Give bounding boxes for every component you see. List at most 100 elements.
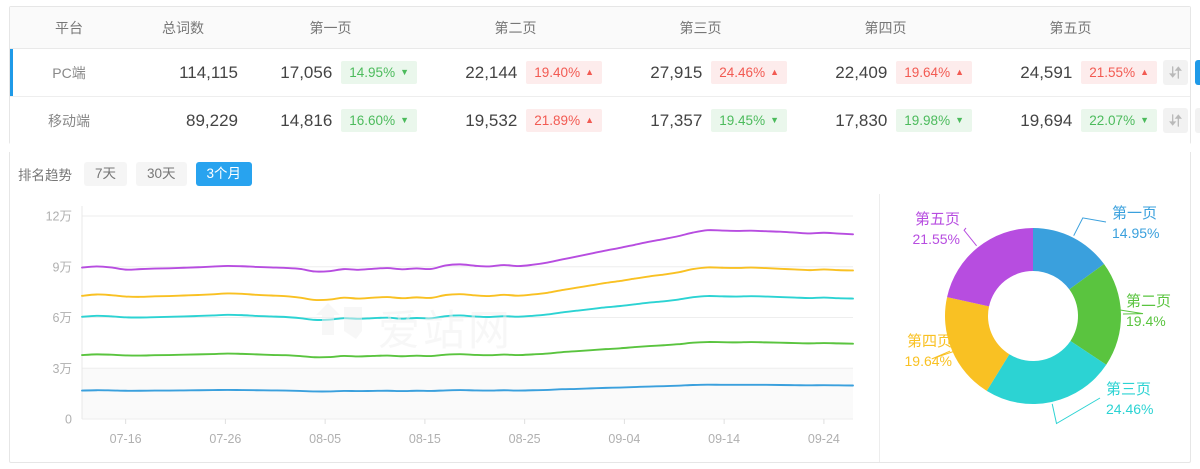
page-1-change-badge: 14.95% ▼ — [341, 61, 417, 84]
column-header-page-3: 第三页 — [679, 19, 722, 36]
column-header-page-2: 第二页 — [494, 19, 537, 36]
cell-page-4: 22,409 19.64% ▲ — [793, 61, 978, 84]
line-chart-svg: 0 3万 6万 9万 12万 07-16 07-26 08-05 08-15 08-25 09-04… — [46, 206, 854, 446]
cell-page-1: 17,056 14.95% ▼ — [238, 61, 423, 84]
cell-page-3: 17,357 19.45% ▼ — [608, 109, 793, 132]
cell-page-1: 14,816 16.60% ▼ — [238, 109, 423, 132]
column-header-page-5: 第五页 — [1049, 19, 1092, 36]
arrow-down-icon: ▼ — [1140, 115, 1149, 125]
page-2-change-badge: 21.89% ▲ — [526, 109, 602, 132]
arrow-up-icon: ▲ — [955, 67, 964, 77]
svg-text:24.46%: 24.46% — [1106, 401, 1153, 417]
trend-chart-icon[interactable] — [1195, 108, 1200, 133]
svg-text:12万: 12万 — [46, 210, 72, 224]
cell-total-keywords: 89,229 — [186, 110, 238, 130]
page-5-change-badge: 22.07% ▼ — [1081, 109, 1157, 132]
svg-text:第五页: 第五页 — [915, 210, 960, 228]
trend-chart-icon[interactable] — [1195, 60, 1200, 85]
svg-text:0: 0 — [65, 413, 72, 427]
page-1-change-badge: 16.60% ▼ — [341, 109, 417, 132]
cell-total-keywords: 114,115 — [179, 62, 238, 82]
row-actions — [1163, 108, 1200, 133]
rank-trend-line-chart[interactable]: 爱站网 0 3万 6万 9万 12万 07-16 07-26 08-05 08-15 08-25 0… — [10, 194, 879, 462]
svg-text:08-15: 08-15 — [409, 432, 441, 446]
svg-text:第四页: 第四页 — [907, 332, 952, 350]
column-header-total-keywords: 总词数 — [162, 19, 204, 36]
svg-text:09-14: 09-14 — [708, 432, 740, 446]
svg-text:9万: 9万 — [53, 260, 72, 274]
svg-text:09-04: 09-04 — [608, 432, 640, 446]
platform-stats-table: 平台 总词数 第一页 第二页 第三页 第四页 第五页 PC端 114,115 1… — [9, 6, 1200, 144]
charts-area: 爱站网 0 3万 6万 9万 12万 07-16 07-26 08-05 08-15 08-25 0… — [10, 194, 1190, 462]
svg-text:19.4%: 19.4% — [1126, 313, 1166, 329]
page-2-count: 19,532 — [465, 110, 518, 130]
page-1-count: 17,056 — [280, 62, 333, 82]
arrow-down-icon: ▼ — [400, 115, 409, 125]
donut-chart-svg: 第一页 14.95% 第二页 19.4% 第三页 24.46% 第四页 19.64% 第五页 21… — [905, 204, 1171, 425]
trend-label: 排名趋势 — [18, 167, 72, 183]
page-5-count: 24,591 — [1020, 62, 1073, 82]
svg-text:07-26: 07-26 — [209, 432, 241, 446]
table-row[interactable]: 移动端 89,229 14,816 16.60% ▼ 19,532 21.89%… — [10, 96, 1200, 144]
cell-platform: PC端 — [52, 64, 86, 81]
cell-page-5: 19,694 22.07% ▼ — [978, 109, 1163, 132]
page-3-change-badge: 24.46% ▲ — [711, 61, 787, 84]
cell-page-2: 19,532 21.89% ▲ — [423, 109, 608, 132]
arrow-up-icon: ▲ — [770, 67, 779, 77]
page-1-count: 14,816 — [280, 110, 333, 130]
sort-arrows-icon[interactable] — [1163, 108, 1188, 133]
arrow-up-icon: ▲ — [585, 67, 594, 77]
arrow-down-icon: ▼ — [955, 115, 964, 125]
svg-text:19.64%: 19.64% — [905, 353, 952, 369]
page-4-count: 17,830 — [835, 110, 888, 130]
column-header-platform: 平台 — [55, 19, 83, 36]
cell-page-2: 22,144 19.40% ▲ — [423, 61, 608, 84]
page-3-change-badge: 19.45% ▼ — [711, 109, 787, 132]
trend-controls: 排名趋势 7天 30天 3个月 — [18, 162, 253, 186]
cell-page-3: 27,915 24.46% ▲ — [608, 61, 793, 84]
svg-text:21.55%: 21.55% — [913, 231, 960, 247]
page-5-change-badge: 21.55% ▲ — [1081, 61, 1157, 84]
arrow-up-icon: ▲ — [1140, 67, 1149, 77]
page-3-change-value: 24.46% — [719, 65, 766, 80]
column-header-page-4: 第四页 — [864, 19, 907, 36]
chart-divider — [879, 194, 880, 462]
svg-text:6万: 6万 — [53, 311, 72, 325]
cell-page-4: 17,830 19.98% ▼ — [793, 109, 978, 132]
page-2-change-value: 21.89% — [534, 113, 581, 128]
arrow-up-icon: ▲ — [585, 115, 594, 125]
page-2-change-badge: 19.40% ▲ — [526, 61, 602, 84]
svg-text:第一页: 第一页 — [1112, 204, 1157, 222]
table-header-row: 平台 总词数 第一页 第二页 第三页 第四页 第五页 — [10, 7, 1190, 49]
page-3-count: 27,915 — [650, 62, 703, 82]
svg-text:第三页: 第三页 — [1106, 380, 1151, 398]
trend-chart-card: 排名趋势 7天 30天 3个月 爱站网 0 3万 6万 9万 12万 07-16 07-26… — [9, 152, 1191, 463]
tab-7-days[interactable]: 7天 — [84, 162, 128, 186]
cell-page-5: 24,591 21.55% ▲ — [978, 61, 1163, 84]
row-actions — [1163, 60, 1200, 85]
column-header-page-1: 第一页 — [309, 19, 352, 36]
arrow-down-icon: ▼ — [400, 67, 409, 77]
page-1-change-value: 14.95% — [349, 65, 396, 80]
page-2-change-value: 19.40% — [534, 65, 581, 80]
page-4-change-badge: 19.64% ▲ — [896, 61, 972, 84]
sort-arrows-icon[interactable] — [1163, 60, 1188, 85]
page-5-change-value: 21.55% — [1089, 65, 1136, 80]
tab-30-days[interactable]: 30天 — [136, 162, 187, 186]
svg-text:08-05: 08-05 — [309, 432, 341, 446]
page-4-change-badge: 19.98% ▼ — [896, 109, 972, 132]
svg-text:3万: 3万 — [53, 362, 72, 376]
table-row[interactable]: PC端 114,115 17,056 14.95% ▼ 22,144 19.40… — [10, 49, 1200, 96]
arrow-down-icon: ▼ — [770, 115, 779, 125]
tab-3-months[interactable]: 3个月 — [195, 162, 253, 186]
page-2-count: 22,144 — [465, 62, 518, 82]
page-4-count: 22,409 — [835, 62, 888, 82]
svg-text:09-24: 09-24 — [808, 432, 840, 446]
svg-text:07-16: 07-16 — [110, 432, 142, 446]
cell-platform: 移动端 — [48, 112, 90, 129]
svg-text:08-25: 08-25 — [509, 432, 541, 446]
page-distribution-donut-chart[interactable]: 第一页 14.95% 第二页 19.4% 第三页 24.46% 第四页 19.64% 第五页 21… — [880, 194, 1190, 462]
page-3-change-value: 19.45% — [719, 113, 766, 128]
page-4-change-value: 19.64% — [904, 65, 951, 80]
